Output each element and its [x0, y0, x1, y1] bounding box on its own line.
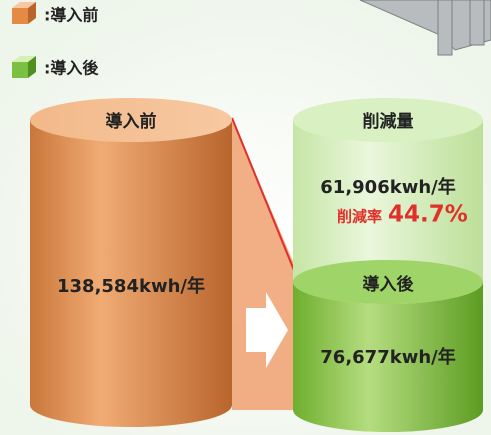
after-cylinder	[293, 98, 483, 432]
diagram: :導入前 :導入後 導入前 138,584kwh/年 削減量 61,906kwh…	[0, 0, 491, 435]
legend-label: :導入後	[44, 59, 99, 78]
reduction-rate-label: 削減率	[337, 208, 382, 226]
after-value: 76,677kwh/年	[320, 346, 455, 368]
before-value: 138,584kwh/年	[57, 275, 205, 297]
before-title: 導入前	[106, 111, 157, 132]
reduction-title: 削減量	[363, 111, 414, 132]
after-title: 導入後	[363, 274, 415, 295]
reduction-value: 61,906kwh/年	[320, 176, 455, 198]
before-cylinder	[30, 98, 232, 427]
legend-label: :導入前	[44, 6, 98, 25]
reduction-rate: 44.7%	[388, 202, 468, 228]
